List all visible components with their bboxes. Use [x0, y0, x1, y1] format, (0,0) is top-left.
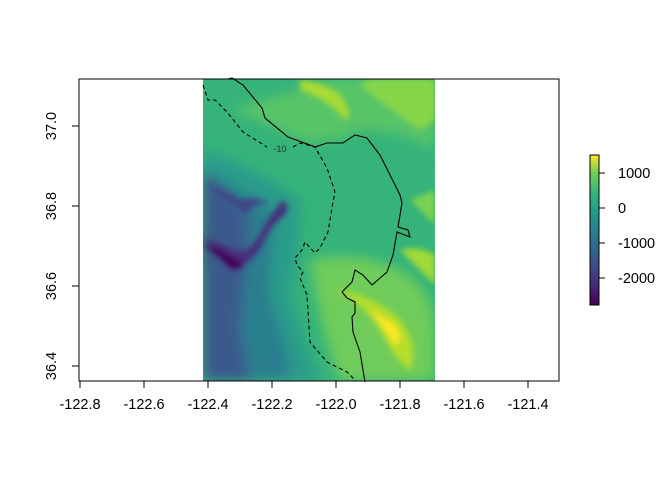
color-legend: 1000 0 -1000 -2000 — [589, 154, 655, 306]
x-tick-label: -121.4 — [507, 397, 548, 413]
coastline-contour — [227, 77, 411, 383]
x-tick-label: -122.8 — [59, 397, 100, 413]
x-tick-label: -122.2 — [251, 397, 292, 413]
y-tick-label: 37.0 — [44, 112, 60, 140]
contour-label: -10 — [273, 144, 286, 154]
y-tick-label: 36.4 — [44, 352, 60, 380]
x-tick-label: -121.8 — [379, 397, 420, 413]
y-tick-label: 36.6 — [44, 272, 60, 300]
x-tick-label: -122.6 — [123, 397, 164, 413]
x-tick-label: -122.4 — [187, 397, 228, 413]
legend-tick-label: -1000 — [618, 236, 655, 252]
legend-colorbar — [589, 154, 600, 306]
elevation-raster — [203, 79, 435, 381]
x-tick-label: -122.0 — [315, 397, 356, 413]
legend-tick-label: 1000 — [618, 166, 650, 182]
y-axis: 36.4 36.6 36.8 37.0 — [44, 112, 80, 380]
x-axis: -122.8 -122.6 -122.4 -122.2 -122.0 -121.8 -121… — [59, 380, 549, 413]
depth-10-contour — [202, 84, 356, 381]
y-tick-label: 36.8 — [44, 192, 60, 220]
legend-tick-label: -2000 — [618, 271, 655, 287]
x-tick-label: -121.6 — [443, 397, 484, 413]
legend-tick-label: 0 — [618, 201, 626, 217]
